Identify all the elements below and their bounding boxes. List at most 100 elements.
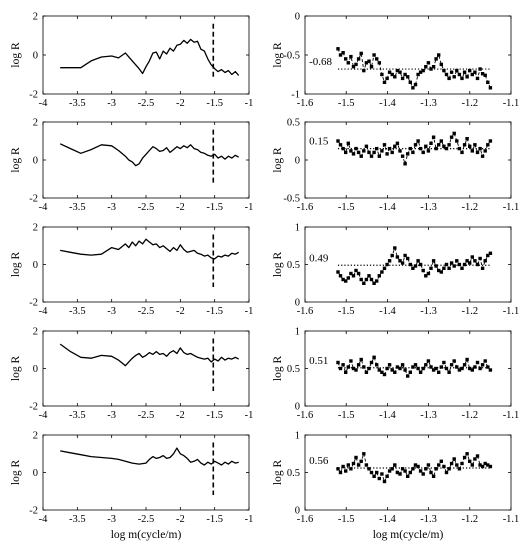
data-point [488, 464, 493, 469]
data-point [338, 366, 343, 371]
data-point [455, 365, 459, 369]
y-tick-label: -2 [29, 298, 38, 309]
data-point [442, 360, 446, 365]
data-point [408, 370, 412, 374]
data-point [439, 139, 443, 143]
data-point [437, 143, 441, 147]
data-point [455, 463, 459, 467]
data-point [478, 463, 482, 467]
data-point [429, 266, 433, 270]
data-point [380, 270, 384, 274]
series-dashed-line [337, 452, 491, 483]
data-point [377, 274, 381, 278]
data-point [434, 264, 438, 268]
data-point [356, 463, 361, 467]
data-point [429, 365, 433, 369]
x-tick-label: -3 [107, 202, 116, 213]
data-point [364, 370, 369, 374]
x-tick-label: -1.4 [379, 98, 396, 109]
x-tick-label: -1.3 [420, 410, 437, 421]
data-point [380, 72, 384, 77]
data-point [344, 370, 348, 374]
data-point [442, 68, 446, 73]
data-point [431, 135, 436, 139]
data-point [483, 259, 487, 263]
data-point [351, 152, 356, 156]
data-point [341, 51, 345, 55]
x-tick-label: -1 [245, 306, 254, 317]
data-point [406, 152, 410, 156]
data-point [421, 150, 425, 155]
y-tick-label: -2 [29, 90, 38, 101]
data-point [380, 370, 384, 374]
data-point [362, 281, 366, 285]
data-point [346, 276, 350, 280]
data-point [431, 474, 436, 478]
data-point [406, 374, 410, 378]
y-axis-label: log R [10, 42, 22, 68]
data-point [468, 261, 472, 265]
data-point [470, 72, 474, 77]
data-point [470, 463, 474, 467]
axes-frame [42, 434, 250, 511]
data-point [344, 57, 348, 61]
data-point [475, 262, 480, 267]
x-tick-label: -4 [39, 410, 48, 421]
data-point [359, 51, 363, 56]
y-axis-label: log R [10, 460, 22, 486]
y-axis-label: log R [272, 356, 284, 382]
data-point [356, 57, 361, 61]
panel-left-3: -4 -3.5 -3 -2.5 -2 -1.5 -1 -2 0 2 log R [10, 223, 253, 318]
x-axis-label: log m(cycle/m) [111, 529, 182, 541]
data-point [424, 363, 428, 367]
data-point [455, 259, 459, 263]
data-point [406, 75, 410, 79]
data-point [390, 150, 394, 155]
data-point [349, 359, 353, 363]
panel-right-5: -1.6 -1.5 -1.4 -1.3 -1.2 -1.1 0 0.5 1 log R log m(… [272, 431, 519, 542]
y-tick-label: 0 [33, 260, 38, 271]
data-point [341, 363, 345, 367]
data-point [465, 357, 469, 362]
x-tick-label: -2.5 [138, 410, 155, 421]
data-point [359, 357, 363, 362]
panel-right-2: -1.6 -1.5 -1.4 -1.3 -1.2 -1.1 -0.5 0 0.5 log R 0.1… [272, 118, 519, 214]
data-point [411, 150, 415, 155]
data-point [465, 137, 469, 141]
data-point [411, 365, 415, 369]
data-point [398, 366, 402, 371]
data-point [483, 461, 487, 466]
y-tick-label: -0.5 [283, 194, 300, 205]
y-tick-label: -2 [29, 402, 38, 413]
x-tick-label: -1.5 [206, 514, 223, 525]
data-point [341, 464, 345, 469]
data-point [434, 57, 438, 61]
y-tick-label: 1 [295, 223, 300, 234]
data-point [426, 463, 431, 467]
data-point [431, 65, 436, 69]
data-point [359, 277, 363, 282]
x-tick-label: -2 [176, 98, 185, 109]
x-tick-label: -1.3 [420, 98, 437, 109]
x-tick-label: -1.5 [206, 202, 223, 213]
x-tick-label: -2 [176, 410, 185, 421]
data-point [447, 370, 451, 374]
data-point [486, 253, 490, 258]
data-point [418, 469, 423, 473]
x-tick-label: -1.5 [206, 306, 223, 317]
data-point [351, 366, 356, 371]
x-tick-label: -1 [245, 98, 254, 109]
data-point [416, 464, 420, 469]
x-tick-label: -1.5 [338, 514, 355, 525]
data-point [478, 366, 482, 371]
data-point [385, 262, 389, 267]
y-tick-label: 0.5 [287, 118, 300, 129]
data-point [486, 463, 490, 467]
data-point [437, 53, 441, 57]
data-point [387, 70, 392, 74]
data-point [457, 368, 462, 372]
data-point [380, 472, 384, 476]
data-point [426, 61, 431, 65]
data-point [369, 65, 374, 69]
y-tick-label: 0 [295, 506, 300, 517]
